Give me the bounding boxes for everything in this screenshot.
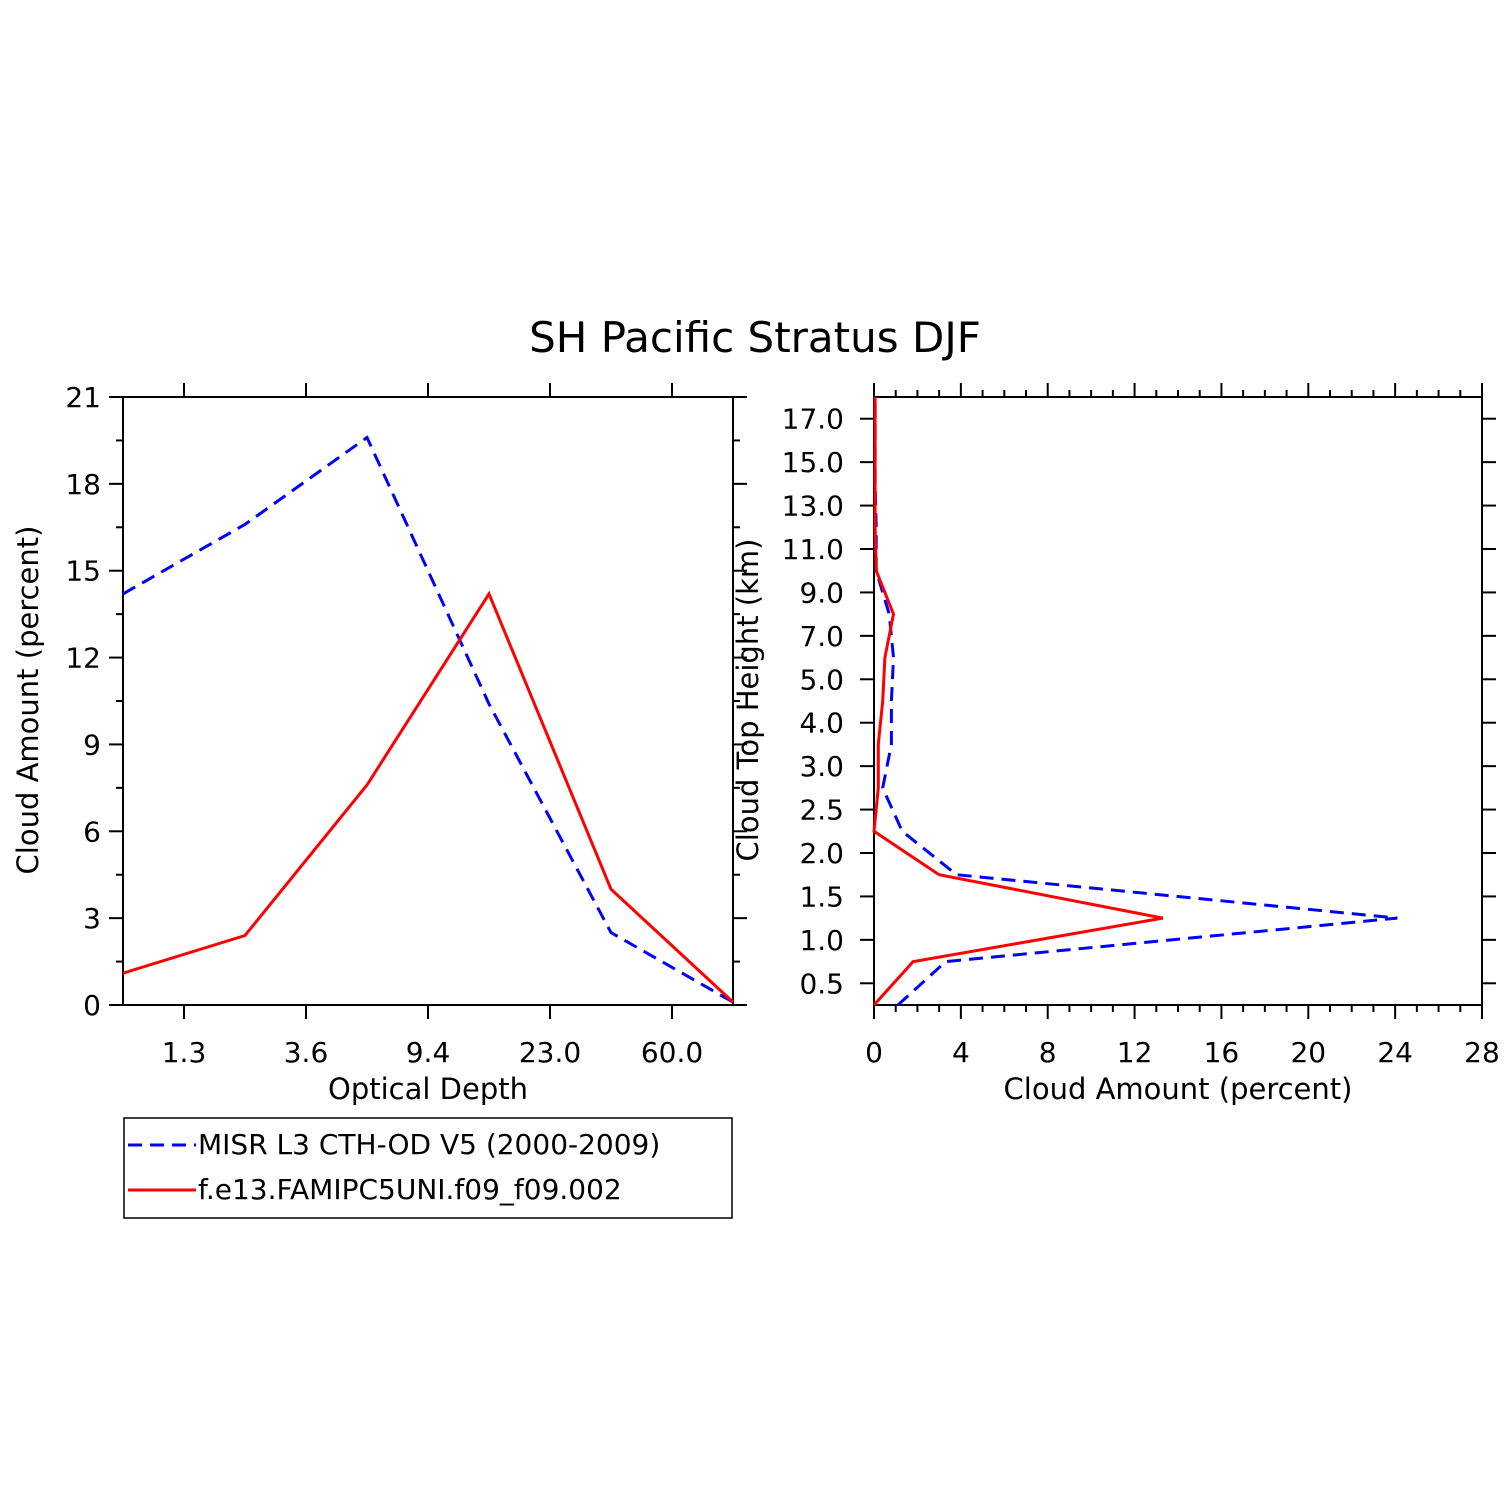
y-tick-label: 5.0 xyxy=(799,663,844,696)
x-tick-label: 20 xyxy=(1290,1036,1326,1069)
x-tick-label: 0 xyxy=(865,1036,883,1069)
legend-label-model: f.e13.FAMIPC5UNI.f09_f09.002 xyxy=(198,1173,622,1206)
y-tick-label: 6 xyxy=(83,815,101,848)
y-axis-label: Cloud Top Height (km) xyxy=(731,539,765,862)
x-axis-label: Cloud Amount (percent) xyxy=(1004,1072,1353,1106)
y-tick-label: 18 xyxy=(65,468,101,501)
y-tick-label: 2.5 xyxy=(799,794,844,827)
y-tick-label: 0.5 xyxy=(799,967,844,1000)
x-tick-label: 60.0 xyxy=(641,1036,703,1069)
y-tick-label: 9.0 xyxy=(799,576,844,609)
y-tick-label: 13.0 xyxy=(782,490,844,523)
legend: MISR L3 CTH-OD V5 (2000-2009) f.e13.FAMI… xyxy=(123,1117,733,1219)
legend-box xyxy=(123,1117,733,1219)
x-tick-label: 8 xyxy=(1039,1036,1057,1069)
y-tick-label: 3 xyxy=(83,902,101,935)
series-line-model xyxy=(122,590,735,1004)
y-axis-label: Cloud Amount (percent) xyxy=(11,526,45,875)
series-line-model xyxy=(872,397,1164,1007)
y-tick-label: 1.0 xyxy=(799,924,844,957)
y-tick-label: 15.0 xyxy=(782,446,844,479)
x-tick-label: 4 xyxy=(952,1036,970,1069)
y-tick-label: 7.0 xyxy=(799,620,844,653)
cloud-height-panel: Cloud Amount (percent) Cloud Top Height … xyxy=(731,383,1500,1106)
x-tick-label: 16 xyxy=(1204,1036,1240,1069)
y-tick-label: 15 xyxy=(65,555,101,588)
x-tick-label: 12 xyxy=(1117,1036,1153,1069)
x-tick-label: 9.4 xyxy=(406,1036,451,1069)
x-tick-label: 1.3 xyxy=(162,1036,207,1069)
y-tick-label: 21 xyxy=(65,381,101,414)
chart-title: SH Pacific Stratus DJF xyxy=(529,313,981,362)
optical-depth-panel: Optical Depth Cloud Amount (percent) 0 3 6… xyxy=(11,381,747,1106)
plot-frame xyxy=(873,396,1483,1006)
y-tick-label: 4.0 xyxy=(799,707,844,740)
y-tick-label: 2.0 xyxy=(799,837,844,870)
plot-frame xyxy=(122,396,734,1006)
legend-label-obs: MISR L3 CTH-OD V5 (2000-2009) xyxy=(198,1128,660,1161)
series-line-misr xyxy=(122,435,734,1004)
x-tick-label: 3.6 xyxy=(284,1036,329,1069)
y-tick-label: 11.0 xyxy=(782,533,844,566)
y-tick-label: 9 xyxy=(83,728,101,761)
y-tick-label: 17.0 xyxy=(782,403,844,436)
x-tick-label: 24 xyxy=(1377,1036,1413,1069)
y-tick-label: 0 xyxy=(83,989,101,1022)
y-tick-label: 1.5 xyxy=(799,880,844,913)
x-tick-label: 23.0 xyxy=(519,1036,581,1069)
y-tick-label: 12 xyxy=(65,642,101,675)
x-tick-label: 28 xyxy=(1464,1036,1500,1069)
y-tick-label: 3.0 xyxy=(799,750,844,783)
x-axis-label: Optical Depth xyxy=(328,1072,528,1106)
